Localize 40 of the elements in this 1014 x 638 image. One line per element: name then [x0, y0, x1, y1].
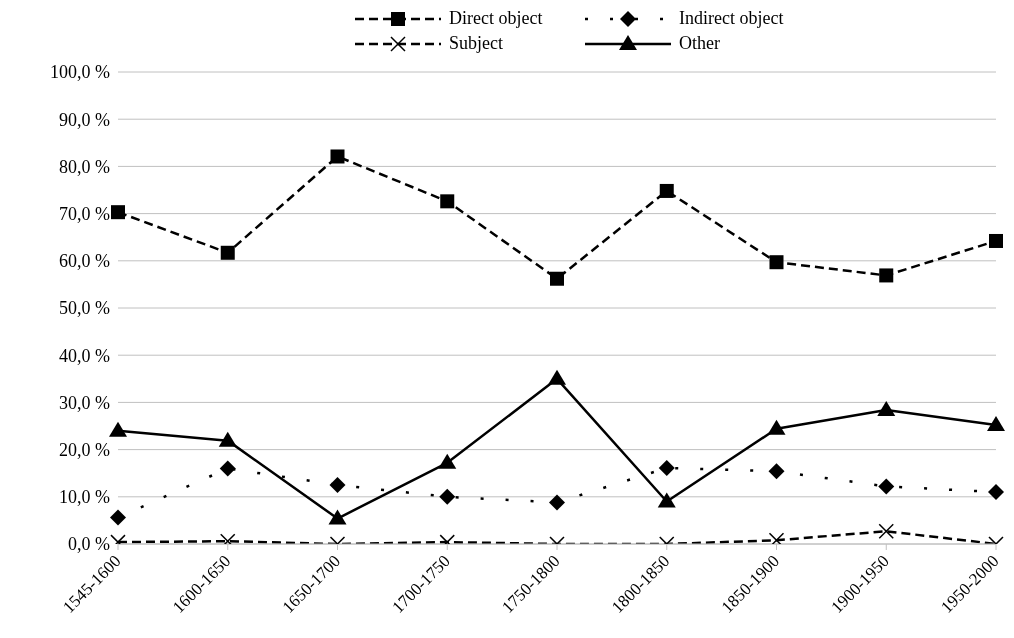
point: [109, 421, 127, 437]
point: [330, 149, 345, 164]
legend-label: Other: [679, 33, 720, 54]
y-tick-label: 100,0 %: [50, 62, 110, 83]
y-tick-label: 0,0 %: [68, 534, 110, 555]
point: [657, 492, 676, 508]
legend-label: Indirect object: [679, 8, 784, 29]
point: [767, 419, 786, 435]
y-tick-label: 50,0 %: [59, 298, 110, 319]
point: [220, 245, 235, 260]
point: [549, 494, 565, 511]
legend-label: Direct object: [449, 8, 543, 29]
point: [440, 194, 455, 209]
point: [218, 431, 237, 447]
point: [878, 478, 895, 495]
y-tick-label: 90,0 %: [59, 109, 110, 130]
y-tick-label: 80,0 %: [59, 156, 110, 177]
y-tick-label: 60,0 %: [59, 251, 110, 272]
point: [328, 509, 347, 525]
point: [550, 271, 564, 286]
point: [329, 477, 346, 493]
y-tick-label: 40,0 %: [59, 345, 110, 366]
point: [111, 205, 125, 220]
y-tick-label: 70,0 %: [59, 203, 110, 224]
point: [438, 453, 457, 469]
legend-label: Subject: [449, 33, 503, 54]
point: [987, 416, 1005, 432]
y-tick-label: 10,0 %: [59, 487, 110, 508]
point: [659, 183, 674, 198]
point: [769, 255, 784, 270]
point: [548, 369, 566, 385]
point: [989, 233, 1003, 248]
point: [768, 463, 785, 480]
y-tick-label: 30,0 %: [59, 392, 110, 413]
point: [110, 509, 126, 526]
point: [219, 460, 236, 477]
point: [879, 268, 894, 283]
point: [877, 400, 896, 416]
y-tick-label: 20,0 %: [59, 439, 110, 460]
point: [439, 488, 456, 505]
